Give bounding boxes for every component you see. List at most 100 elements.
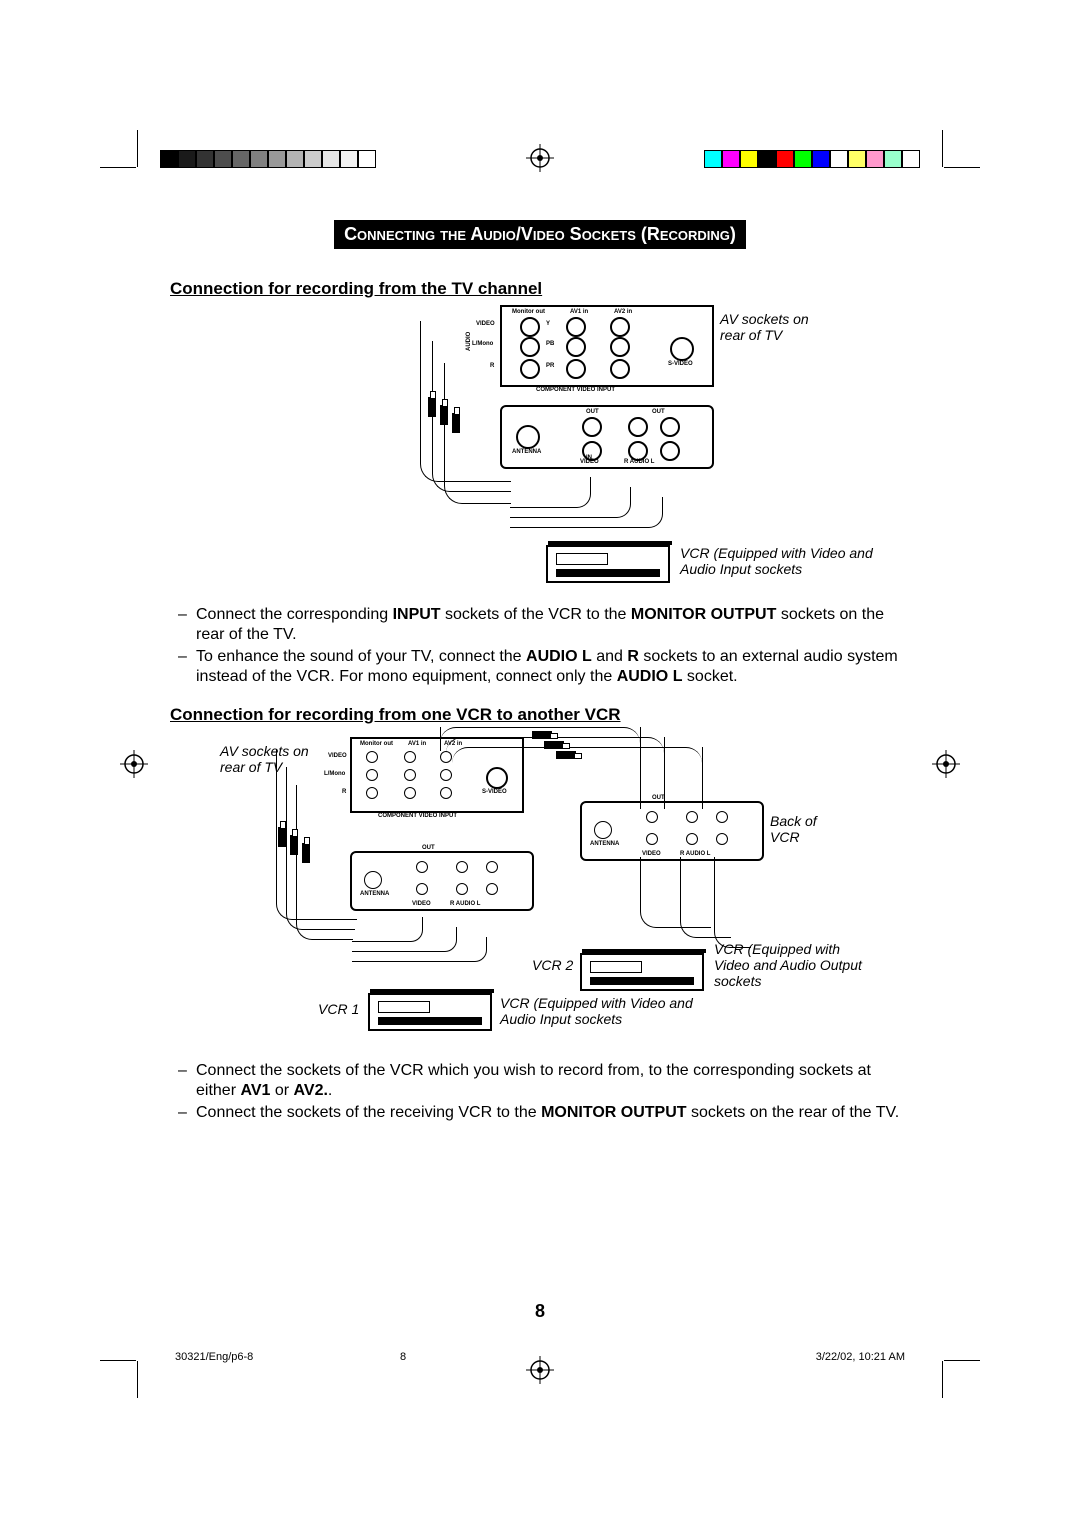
label-monitor-out: Monitor out — [512, 309, 545, 315]
socket — [582, 417, 602, 437]
socket-antenna — [594, 821, 612, 839]
socket — [686, 811, 698, 823]
socket — [486, 861, 498, 873]
caption-text: VCR (Equipped with Video and Audio Input… — [500, 995, 693, 1027]
crop-mark — [942, 1361, 943, 1398]
caption-text: VCR 1 — [318, 1001, 359, 1017]
socket — [716, 811, 728, 823]
socket — [610, 359, 630, 379]
caption-vcr2-label: VCR 2 — [532, 957, 582, 973]
caption-text: VCR (Equipped with Video and Audio Input… — [680, 545, 873, 577]
socket — [686, 833, 698, 845]
footer-mid: 8 — [400, 1351, 406, 1363]
vcr1-unit — [368, 993, 492, 1031]
label-av2-in: AV2 in — [614, 309, 632, 315]
note-item: Connect the sockets of the VCR which you… — [196, 1061, 910, 1101]
caption-back-of-vcr: Back of VCR — [770, 813, 850, 845]
caption-vcr2: VCR (Equipped with Video and Audio Outpu… — [714, 941, 874, 989]
caption-text: Back of VCR — [770, 813, 817, 845]
footer: 30321/Eng/p6-8 8 3/22/02, 10:21 AM — [175, 1351, 905, 1363]
socket — [366, 787, 378, 799]
socket — [520, 337, 540, 357]
caption-tv-sockets: AV sockets on rear of TV — [220, 743, 330, 775]
cable-plug — [452, 413, 460, 433]
section2-notes: Connect the sockets of the VCR which you… — [170, 1061, 910, 1123]
section2-title: Connection for recording from one VCR to… — [170, 705, 910, 725]
caption-vcr1: VCR (Equipped with Video and Audio Input… — [500, 995, 710, 1027]
note-item: To enhance the sound of your TV, connect… — [196, 647, 910, 687]
label-in: IN — [586, 455, 592, 461]
cable — [714, 857, 751, 948]
crop-mark — [100, 167, 136, 168]
label-out: OUT — [652, 409, 665, 415]
section1-title: Connection for recording from the TV cha… — [170, 279, 910, 299]
socket — [520, 317, 540, 337]
note-item: Connect the sockets of the receiving VCR… — [196, 1103, 910, 1123]
socket — [628, 441, 648, 461]
label-antenna: ANTENNA — [590, 841, 619, 847]
cable-plug — [302, 843, 310, 863]
label-av1-in: AV1 in — [408, 741, 426, 747]
socket — [404, 769, 416, 781]
socket — [566, 337, 586, 357]
label-video: VIDEO — [412, 901, 431, 907]
colorbar-color — [704, 150, 920, 168]
label-out: OUT — [586, 409, 599, 415]
page-number: 8 — [0, 1301, 1080, 1322]
socket — [566, 359, 586, 379]
socket — [610, 317, 630, 337]
cable-plug — [556, 751, 576, 759]
crop-mark — [137, 1361, 138, 1398]
socket — [646, 833, 658, 845]
cable-plug — [290, 835, 298, 855]
socket — [628, 417, 648, 437]
socket — [456, 883, 468, 895]
socket-antenna — [516, 425, 540, 449]
diagram-vcr-to-vcr: Monitor out AV1 in AV2 in S-VIDEO VIDEO … — [220, 731, 860, 1051]
socket-svideo — [670, 337, 694, 361]
label-svideo: S-VIDEO — [668, 361, 693, 367]
socket — [610, 337, 630, 357]
socket — [582, 441, 602, 461]
cable — [510, 497, 663, 528]
caption-vcr1-label: VCR 1 — [318, 1001, 368, 1017]
socket — [456, 861, 468, 873]
socket — [486, 883, 498, 895]
socket-antenna — [364, 871, 382, 889]
caption-tv-sockets: AV sockets on rear of TV — [720, 311, 830, 343]
socket — [404, 751, 416, 763]
tv-av-panel: Monitor out AV1 in AV2 in VIDEO L/Mono A… — [500, 305, 714, 387]
cable-plug — [532, 731, 552, 739]
crop-mark — [944, 1360, 980, 1361]
registration-mark-icon — [526, 144, 554, 172]
crop-mark — [137, 130, 138, 167]
socket — [566, 317, 586, 337]
cable-plug — [428, 397, 436, 417]
cable-plug — [544, 741, 564, 749]
label-out: OUT — [422, 845, 435, 851]
label-audio-rl: R AUDIO L — [450, 901, 480, 907]
socket — [366, 751, 378, 763]
cable-plug — [278, 827, 286, 847]
section1-notes: Connect the corresponding INPUT sockets … — [170, 605, 910, 687]
label-y: Y — [546, 321, 550, 327]
label-av1-in: AV1 in — [570, 309, 588, 315]
label-monitor-out: Monitor out — [360, 741, 393, 747]
note-item: Connect the corresponding INPUT sockets … — [196, 605, 910, 645]
registration-mark-icon — [120, 750, 148, 778]
crop-mark — [100, 1360, 136, 1361]
vcr-back-panel: OUT OUT ANTENNA VIDEO R AUDIO L IN — [500, 405, 714, 469]
socket — [660, 441, 680, 461]
page: Connecting the Audio/Video Sockets (Reco… — [0, 0, 1080, 1528]
cable — [352, 937, 487, 962]
content-area: Connecting the Audio/Video Sockets (Reco… — [170, 220, 910, 1141]
cable — [444, 363, 511, 504]
page-banner: Connecting the Audio/Video Sockets (Reco… — [334, 220, 746, 249]
caption-text: AV sockets on rear of TV — [220, 743, 309, 775]
cable — [702, 747, 704, 809]
diagram-tv-to-vcr: Monitor out AV1 in AV2 in VIDEO L/Mono A… — [360, 305, 800, 595]
crop-mark — [942, 130, 943, 167]
footer-right: 3/22/02, 10:21 AM — [816, 1351, 905, 1363]
banner-wrap: Connecting the Audio/Video Sockets (Reco… — [170, 220, 910, 267]
vcr1-back-panel: ANTENNA OUT VIDEO R AUDIO L — [350, 851, 534, 911]
